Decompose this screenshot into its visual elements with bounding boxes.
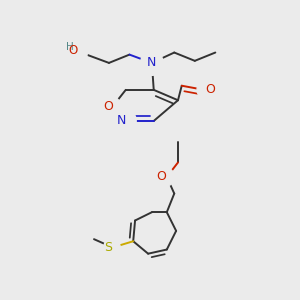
- Text: S: S: [104, 241, 112, 254]
- Text: O: O: [69, 44, 78, 56]
- Text: H: H: [66, 42, 74, 52]
- Text: O: O: [205, 83, 215, 96]
- Circle shape: [115, 110, 136, 133]
- Circle shape: [141, 50, 163, 75]
- Circle shape: [197, 81, 214, 99]
- Circle shape: [158, 168, 174, 186]
- Circle shape: [104, 238, 120, 256]
- Text: N: N: [116, 115, 126, 128]
- Circle shape: [63, 39, 87, 66]
- Text: O: O: [103, 100, 113, 113]
- Text: N: N: [147, 56, 157, 69]
- Circle shape: [104, 97, 121, 116]
- Text: O: O: [156, 170, 166, 184]
